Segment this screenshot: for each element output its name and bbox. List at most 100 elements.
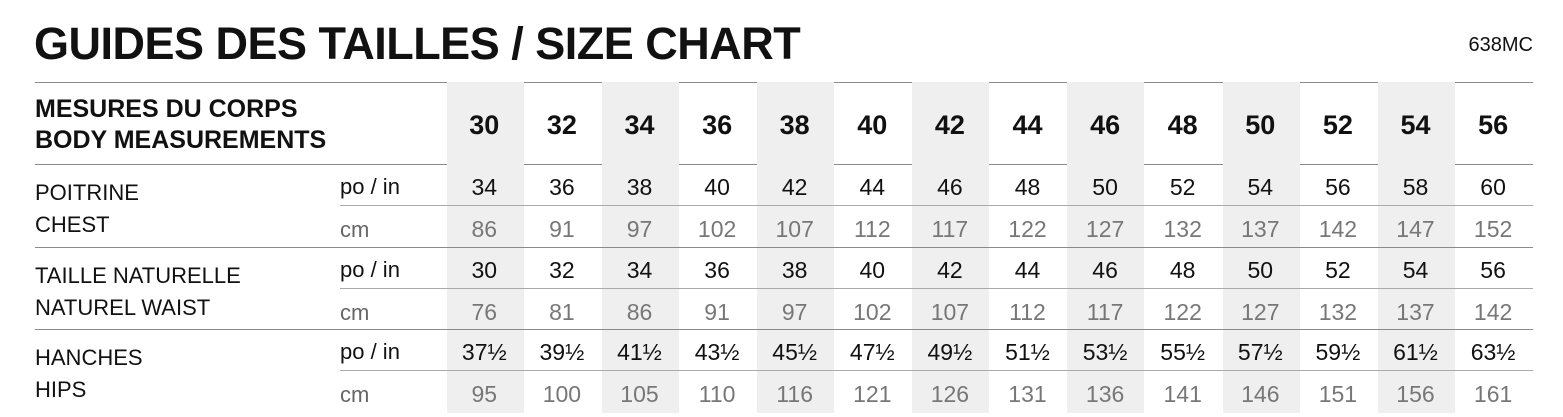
cell-in: 45½ bbox=[772, 339, 818, 365]
cell-in: 30 bbox=[471, 256, 498, 283]
cell-cm: 107 bbox=[930, 298, 970, 325]
cell-cm: 137 bbox=[1241, 216, 1280, 242]
cell-cm: 112 bbox=[1009, 298, 1046, 325]
column-shade bbox=[446, 82, 524, 413]
size-header: 32 bbox=[546, 110, 577, 140]
page-title: GUIDES DES TAILLES / SIZE CHART bbox=[34, 18, 801, 69]
header-label: MESURES DU CORPS BODY MEASUREMENTS bbox=[35, 94, 326, 156]
cell-in: 46 bbox=[937, 174, 963, 200]
cell-cm: 95 bbox=[471, 381, 498, 407]
size-header: 56 bbox=[1478, 110, 1509, 140]
cell-in: 54 bbox=[1402, 256, 1429, 283]
cell-cm: 132 bbox=[1318, 298, 1358, 325]
size-header: 36 bbox=[702, 110, 733, 140]
cell-in: 36 bbox=[704, 256, 730, 283]
cell-cm: 146 bbox=[1241, 381, 1280, 407]
cell-cm: 117 bbox=[1086, 298, 1124, 325]
cell-cm: 100 bbox=[542, 381, 582, 407]
cell-cm: 76 bbox=[471, 298, 498, 325]
cell-cm: 116 bbox=[776, 381, 814, 407]
size-header: 34 bbox=[624, 110, 655, 140]
cell-in: 41½ bbox=[617, 339, 662, 365]
unit-cm: cm bbox=[340, 217, 370, 242]
cell-cm: 152 bbox=[1473, 216, 1513, 242]
cell-in: 63½ bbox=[1470, 339, 1516, 365]
product-code: 638MC bbox=[1468, 34, 1533, 56]
unit-in: po / in bbox=[340, 339, 400, 364]
size-header: 30 bbox=[469, 110, 500, 140]
cell-cm: 86 bbox=[471, 216, 498, 242]
row-label-fr: HANCHES bbox=[35, 345, 143, 370]
size-header: 44 bbox=[1012, 110, 1043, 140]
cell-in: 60 bbox=[1480, 174, 1506, 200]
size-header: 48 bbox=[1167, 110, 1198, 140]
cell-in: 52 bbox=[1325, 256, 1351, 283]
cell-in: 50 bbox=[1092, 174, 1118, 200]
cell-in: 55½ bbox=[1160, 339, 1206, 365]
cell-cm: 105 bbox=[620, 381, 659, 407]
cell-in: 58 bbox=[1402, 174, 1429, 200]
cell-cm: 132 bbox=[1163, 216, 1202, 242]
cell-in: 59½ bbox=[1315, 339, 1361, 365]
cell-in: 46 bbox=[1092, 256, 1118, 283]
cell-cm: 136 bbox=[1085, 381, 1125, 407]
cell-in: 39½ bbox=[539, 339, 585, 365]
column-shade bbox=[912, 82, 990, 413]
cell-in: 34 bbox=[471, 174, 498, 200]
cell-in: 42 bbox=[937, 256, 963, 283]
cell-cm: 137 bbox=[1396, 298, 1435, 325]
cell-cm: 161 bbox=[1473, 381, 1513, 407]
cell-in: 32 bbox=[549, 256, 575, 283]
cell-in: 61½ bbox=[1393, 339, 1438, 365]
cell-in: 44 bbox=[859, 174, 886, 200]
column-shade bbox=[756, 82, 834, 413]
cell-in: 54 bbox=[1247, 174, 1274, 200]
row-label-en: CHEST bbox=[35, 212, 110, 237]
cell-cm: 97 bbox=[781, 298, 808, 325]
row-label-en: NATUREL WAIST bbox=[35, 294, 211, 320]
cell-cm: 142 bbox=[1318, 216, 1358, 242]
cell-in: 56 bbox=[1325, 174, 1351, 200]
row-label-fr: TAILLE NATURELLE bbox=[35, 262, 241, 288]
cell-cm: 102 bbox=[853, 298, 892, 325]
cell-cm: 91 bbox=[549, 216, 575, 242]
unit-cm: cm bbox=[340, 382, 370, 407]
cell-in: 43½ bbox=[694, 339, 740, 365]
size-header: 42 bbox=[934, 110, 965, 140]
cell-in: 48 bbox=[1169, 256, 1196, 283]
header-label-fr: MESURES DU CORPS bbox=[35, 95, 298, 123]
unit-in: po / in bbox=[340, 256, 400, 282]
column-shade bbox=[1222, 82, 1300, 413]
cell-in: 48 bbox=[1014, 174, 1041, 200]
size-header: 40 bbox=[857, 110, 888, 140]
cell-cm: 127 bbox=[1085, 216, 1125, 242]
column-shade bbox=[1377, 82, 1455, 413]
cell-in: 47½ bbox=[849, 339, 895, 365]
cell-cm: 122 bbox=[1008, 216, 1047, 242]
row-label-en: HIPS bbox=[35, 377, 87, 402]
divider bbox=[340, 287, 1533, 289]
size-header: 38 bbox=[779, 110, 810, 140]
divider bbox=[340, 370, 1533, 371]
cell-in: 36 bbox=[549, 174, 575, 200]
cell-cm: 142 bbox=[1473, 298, 1513, 325]
size-header: 54 bbox=[1400, 110, 1431, 140]
cell-cm: 127 bbox=[1241, 298, 1280, 325]
cell-cm: 131 bbox=[1008, 381, 1047, 407]
size-header: 52 bbox=[1322, 110, 1353, 140]
cell-in: 51½ bbox=[1005, 339, 1050, 365]
header-label-en: BODY MEASUREMENTS bbox=[35, 126, 327, 154]
row-label-fr: POITRINE bbox=[35, 180, 139, 205]
divider bbox=[340, 205, 1533, 206]
cell-cm: 81 bbox=[549, 298, 575, 325]
cell-cm: 156 bbox=[1396, 381, 1435, 407]
cell-cm: 126 bbox=[930, 381, 970, 407]
divider bbox=[35, 246, 1533, 248]
cell-cm: 117 bbox=[931, 216, 969, 242]
size-header: 46 bbox=[1090, 110, 1121, 140]
cell-cm: 112 bbox=[853, 216, 891, 242]
cell-in: 49½ bbox=[927, 339, 973, 365]
cell-in: 34 bbox=[626, 256, 653, 283]
cell-in: 42 bbox=[781, 174, 808, 200]
